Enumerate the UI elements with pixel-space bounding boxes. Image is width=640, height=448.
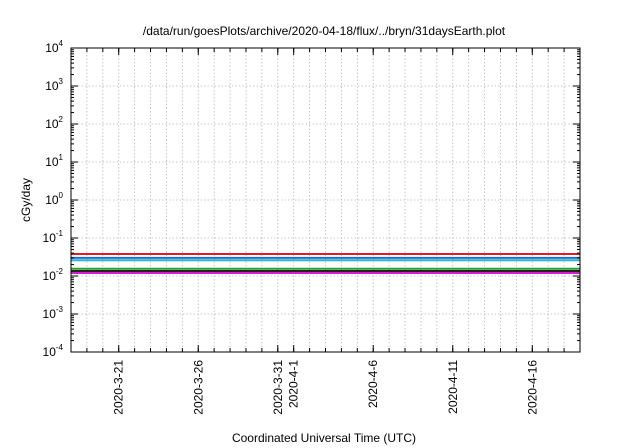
- y-axis-label: cGy/day: [19, 178, 33, 222]
- grid: [71, 48, 580, 352]
- y-tick-label: 101: [45, 153, 63, 169]
- x-tick-label: 2020-4-1: [287, 360, 301, 408]
- y-ticks: 10-4 10-3 10-2 10-1 100 101 102 103 104: [43, 39, 580, 359]
- x-tick-label: 2020-4-11: [446, 360, 460, 414]
- x-tick-label: 2020-3-31: [271, 360, 285, 415]
- x-tick-label: 2020-3-26: [191, 360, 205, 415]
- y-tick-label: 10-1: [43, 229, 64, 245]
- x-axis-label: Coordinated Universal Time (UTC): [232, 431, 416, 445]
- series-layer: [71, 252, 580, 274]
- chart-title: /data/run/goesPlots/archive/2020-04-18/f…: [143, 24, 506, 38]
- y-tick-label: 100: [45, 191, 63, 207]
- x-tick-label: 2020-4-6: [366, 360, 380, 408]
- y-tick-label: 102: [45, 115, 63, 131]
- y-tick-label: 10-4: [43, 343, 64, 359]
- x-tick-label: 2020-4-16: [525, 360, 539, 415]
- y-tick-label: 103: [45, 77, 63, 93]
- x-tick-label: 2020-3-21: [112, 360, 126, 415]
- x-ticks: 2020-3-21 2020-3-26 2020-3-31 2020-4-1 2020-…: [86, 48, 565, 415]
- y-tick-label: 104: [45, 39, 63, 55]
- y-tick-label: 10-2: [43, 267, 64, 283]
- y-tick-label: 10-3: [43, 305, 64, 321]
